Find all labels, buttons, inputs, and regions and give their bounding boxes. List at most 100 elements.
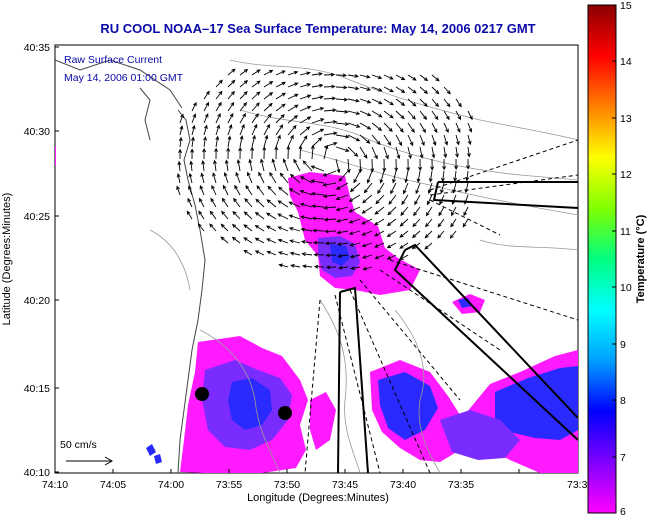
current-vector-arrow: [424, 242, 433, 250]
current-vector-arrow: [275, 92, 286, 100]
current-vector-arrow: [374, 254, 385, 260]
current-vector-arrow: [227, 68, 236, 76]
current-vector-arrow: [227, 90, 235, 100]
colorbar-tick-label: 8: [620, 395, 626, 407]
current-vector-arrow: [419, 134, 425, 147]
current-vector-arrow: [407, 74, 417, 81]
x-tick-label: 74:00: [158, 479, 184, 491]
y-axis-label: Latitude (Degrees:Minutes): [1, 193, 13, 326]
current-vector-arrow: [431, 122, 438, 134]
current-vector-arrow: [275, 113, 285, 124]
current-vector-arrow: [399, 230, 409, 238]
current-vector-arrow: [431, 134, 437, 146]
current-vector-arrow: [386, 242, 397, 249]
current-vector-arrow: [386, 230, 397, 238]
current-vector-arrow: [288, 226, 301, 232]
current-vector-arrow: [361, 206, 373, 214]
current-vector-arrow: [186, 210, 193, 220]
current-vector-arrow: [299, 176, 313, 184]
current-vector-arrow: [371, 98, 383, 105]
current-vector-arrow: [419, 74, 429, 82]
y-tick-label: 40:10: [24, 467, 50, 479]
current-vector-arrow: [386, 218, 397, 227]
colorbar-tick-label: 10: [620, 282, 632, 294]
current-vector-arrow: [222, 184, 229, 196]
current-vector-arrow: [277, 200, 289, 208]
current-vector-arrow: [266, 225, 277, 232]
current-vector-arrow: [361, 254, 373, 259]
current-vector-arrow: [236, 158, 241, 172]
colorbar: [587, 4, 617, 514]
current-vector-arrow: [431, 146, 436, 159]
current-vector-arrow: [325, 253, 337, 258]
current-vector-arrow: [465, 170, 470, 182]
current-vector-arrow: [419, 110, 428, 121]
current-vector-arrow: [362, 194, 373, 204]
current-vector-arrow: [239, 112, 246, 124]
current-vector-arrow: [282, 158, 289, 172]
current-vector-arrow: [311, 216, 325, 221]
current-vector-arrow: [452, 182, 457, 194]
current-vector-arrow: [395, 134, 402, 147]
current-vector-arrow: [347, 74, 360, 78]
current-vector-arrow: [335, 146, 350, 153]
current-vector-arrow: [266, 238, 277, 244]
current-vector-arrow: [287, 82, 299, 88]
current-vector-arrow: [362, 266, 373, 271]
current-vector-arrow: [387, 206, 397, 216]
current-vector-arrow: [455, 134, 460, 146]
current-vector-arrow: [374, 218, 385, 226]
current-vector-arrow: [226, 147, 231, 160]
current-vector-arrow: [263, 102, 273, 112]
x-axis-ticks: [54, 469, 520, 473]
current-vector-arrow: [467, 134, 472, 146]
current-vector-arrow: [213, 159, 217, 172]
current-vector-arrow: [347, 122, 361, 128]
current-label: Raw Surface Current: [64, 54, 162, 66]
current-vector-arrow: [300, 239, 313, 244]
colorbar-tick-label: 9: [620, 339, 626, 351]
current-vector-arrow: [311, 72, 324, 76]
current-vector-arrow: [209, 223, 217, 232]
current-vector-arrow: [179, 113, 184, 124]
current-vector-arrow: [311, 118, 325, 124]
current-vector-arrow: [279, 172, 289, 184]
y-tick-label: 40:35: [24, 42, 50, 54]
current-vector-arrow: [419, 86, 429, 94]
current-vector-arrow: [336, 230, 349, 235]
current-vector-arrow: [371, 110, 383, 118]
current-vector-arrow: [335, 218, 349, 223]
current-vector-arrow: [323, 131, 338, 136]
current-vector-arrow: [254, 250, 265, 256]
current-vector-arrow: [455, 122, 461, 133]
current-vector-arrow: [400, 206, 409, 216]
current-vector-arrow: [335, 194, 349, 200]
x-tick-label: 74:05: [100, 479, 126, 491]
current-vector-arrow: [322, 194, 337, 199]
current-vector-arrow: [203, 136, 207, 148]
current-vector-arrow: [299, 126, 311, 136]
current-vector-arrow: [287, 114, 299, 124]
current-vector-arrow: [221, 197, 229, 208]
current-vector-arrow: [361, 218, 373, 225]
radar-range-lines: [304, 139, 578, 473]
current-vector-arrow: [227, 101, 235, 112]
current-vector-arrow: [248, 158, 253, 172]
current-vector-arrow: [244, 198, 253, 208]
current-vector-arrow: [266, 250, 277, 256]
current-vector-arrow: [404, 170, 409, 184]
x-tick-label: 73:40: [390, 479, 416, 491]
current-vector-arrow: [245, 184, 253, 196]
x-tick-label: 73:55: [216, 479, 242, 491]
current-vector-arrow: [361, 230, 373, 236]
current-vector-arrow: [467, 122, 473, 133]
current-vector-arrow: [239, 80, 249, 88]
current-vector-arrow: [287, 134, 294, 148]
current-vector-arrow: [234, 184, 241, 196]
current-vector-arrow: [359, 122, 372, 130]
shipping-lanes: [337, 181, 578, 473]
current-vector-arrow: [243, 211, 253, 220]
current-timestamp: May 14, 2006 01:00 GMT: [64, 72, 184, 84]
current-vector-arrow: [203, 90, 210, 100]
current-vector-arrow: [466, 158, 471, 170]
